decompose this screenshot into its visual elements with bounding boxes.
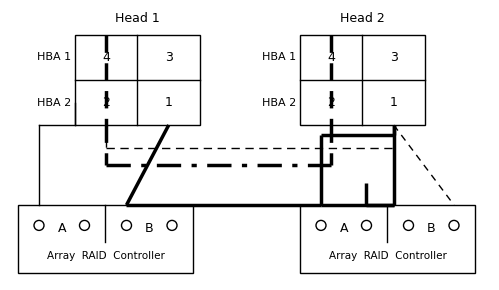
Text: HBA 2: HBA 2 bbox=[37, 97, 71, 108]
Text: 4: 4 bbox=[327, 51, 335, 64]
Circle shape bbox=[121, 220, 132, 230]
Text: A: A bbox=[339, 222, 348, 235]
Text: 2: 2 bbox=[327, 96, 335, 109]
Text: B: B bbox=[145, 222, 154, 235]
Text: Array  RAID  Controller: Array RAID Controller bbox=[46, 251, 165, 261]
Text: Array  RAID  Controller: Array RAID Controller bbox=[328, 251, 447, 261]
Text: 1: 1 bbox=[165, 96, 173, 109]
Circle shape bbox=[34, 220, 44, 230]
Text: B: B bbox=[427, 222, 436, 235]
Circle shape bbox=[361, 220, 371, 230]
Circle shape bbox=[316, 220, 326, 230]
Circle shape bbox=[167, 220, 177, 230]
Bar bbox=[75, 35, 200, 125]
Text: HBA 2: HBA 2 bbox=[262, 97, 296, 108]
Text: 3: 3 bbox=[165, 51, 173, 64]
Text: Head 2: Head 2 bbox=[340, 12, 385, 25]
Text: 2: 2 bbox=[102, 96, 110, 109]
Text: A: A bbox=[57, 222, 66, 235]
Circle shape bbox=[79, 220, 89, 230]
Circle shape bbox=[449, 220, 459, 230]
Bar bbox=[18, 205, 193, 273]
Text: HBA 1: HBA 1 bbox=[37, 52, 71, 63]
Text: 1: 1 bbox=[390, 96, 398, 109]
Circle shape bbox=[404, 220, 414, 230]
Text: HBA 1: HBA 1 bbox=[262, 52, 296, 63]
Text: 4: 4 bbox=[102, 51, 110, 64]
Bar bbox=[300, 205, 475, 273]
Text: Head 1: Head 1 bbox=[115, 12, 160, 25]
Bar bbox=[300, 35, 425, 125]
Text: 3: 3 bbox=[390, 51, 398, 64]
